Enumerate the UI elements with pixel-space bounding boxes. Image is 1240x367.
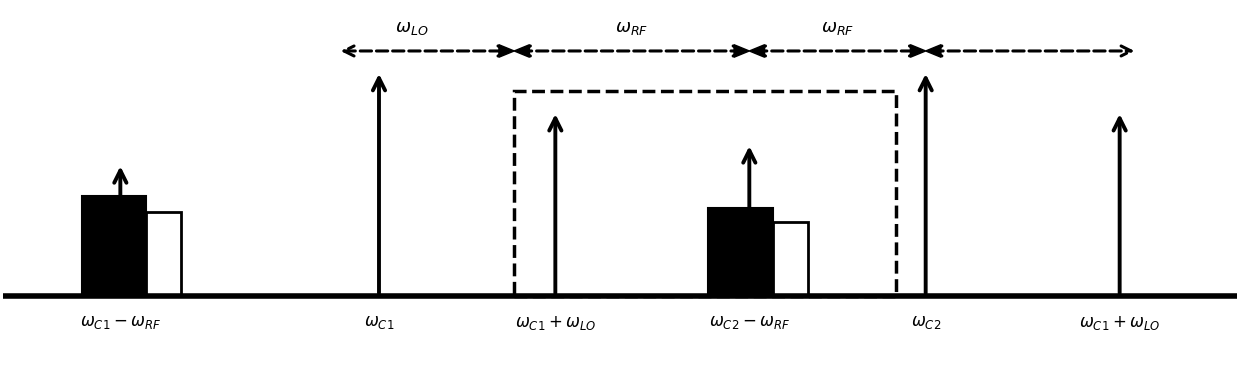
Polygon shape <box>910 45 926 57</box>
Polygon shape <box>498 45 515 57</box>
Bar <box>773 222 808 296</box>
Polygon shape <box>926 45 941 57</box>
Text: $\omega_{C1}+\omega_{LO}$: $\omega_{C1}+\omega_{LO}$ <box>1079 314 1161 332</box>
Polygon shape <box>515 45 529 57</box>
Polygon shape <box>734 45 749 57</box>
Bar <box>708 208 773 296</box>
Bar <box>146 212 181 296</box>
Text: $\omega_{C1}-\omega_{RF}$: $\omega_{C1}-\omega_{RF}$ <box>79 314 161 331</box>
Text: $\omega_{C1}$: $\omega_{C1}$ <box>363 314 394 331</box>
Text: $\omega_{C2}$: $\omega_{C2}$ <box>910 314 941 331</box>
Text: $\omega_{RF}$: $\omega_{RF}$ <box>615 19 649 37</box>
Text: $\omega_{C1}+\omega_{LO}$: $\omega_{C1}+\omega_{LO}$ <box>515 314 596 332</box>
Text: $\omega_{RF}$: $\omega_{RF}$ <box>821 19 854 37</box>
Bar <box>82 196 146 296</box>
Text: $\omega_{LO}$: $\omega_{LO}$ <box>396 19 429 37</box>
Text: $\omega_{C2}-\omega_{RF}$: $\omega_{C2}-\omega_{RF}$ <box>709 314 790 331</box>
Bar <box>515 91 897 296</box>
Polygon shape <box>749 45 765 57</box>
